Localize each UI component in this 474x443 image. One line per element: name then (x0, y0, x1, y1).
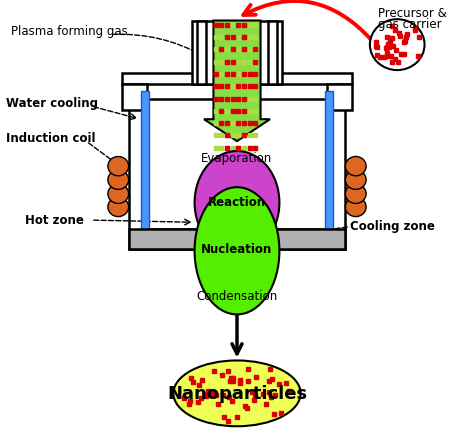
Text: Nucleation: Nucleation (201, 243, 273, 256)
Bar (121, 84, 147, 110)
Text: Water cooling: Water cooling (6, 97, 98, 110)
Bar (197, 20, 206, 84)
Bar (268, 20, 277, 84)
Bar (128, 82, 346, 249)
Circle shape (346, 170, 366, 190)
Circle shape (346, 184, 366, 203)
Circle shape (108, 197, 128, 217)
Bar (327, 84, 353, 110)
Circle shape (108, 156, 128, 176)
Circle shape (346, 156, 366, 176)
Circle shape (346, 197, 366, 217)
Ellipse shape (195, 151, 279, 254)
Text: Cooling zone: Cooling zone (350, 220, 435, 233)
Circle shape (108, 170, 128, 190)
Text: gas carrier: gas carrier (378, 19, 442, 31)
Circle shape (108, 184, 128, 203)
Text: Induction coil: Induction coil (6, 132, 96, 145)
Polygon shape (204, 20, 270, 141)
Ellipse shape (195, 187, 279, 315)
Text: Precursor &: Precursor & (378, 8, 447, 20)
Bar (128, 229, 346, 249)
Text: Hot zone: Hot zone (25, 214, 84, 227)
Text: Nanoparticles: Nanoparticles (167, 385, 307, 403)
Ellipse shape (173, 361, 301, 426)
Bar (192, 20, 282, 84)
Text: Reaction: Reaction (208, 196, 266, 209)
Text: Plasma forming gas: Plasma forming gas (11, 25, 128, 38)
Bar (121, 73, 353, 84)
Bar (141, 91, 149, 235)
Text: Evaporation: Evaporation (201, 152, 273, 165)
Circle shape (370, 19, 425, 70)
Text: Condensation: Condensation (196, 290, 278, 303)
Bar (147, 100, 327, 229)
Bar (325, 91, 333, 235)
